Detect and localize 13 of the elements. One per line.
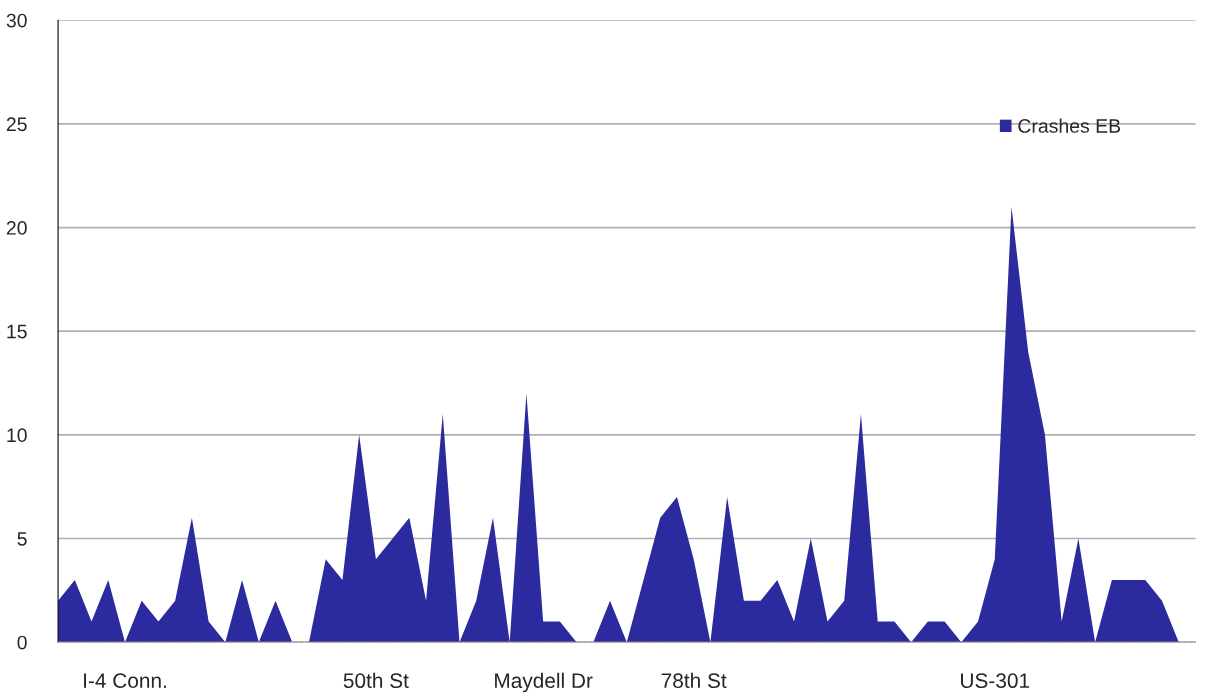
x-tick-label: Maydell Dr: [495, 672, 593, 693]
y-tick-label: 0: [17, 635, 27, 650]
x-tick-label: US-301: [961, 673, 1030, 689]
y-tick-label: 5: [17, 532, 27, 546]
x-tick-label: 50th St: [343, 672, 409, 689]
y-tick-label: 15: [7, 324, 27, 339]
y-tick-label: 25: [6, 117, 27, 132]
y-tick-label: 10: [7, 428, 27, 443]
x-tick-label: I-4 Conn.: [84, 673, 166, 689]
y-tick-label: 30: [6, 13, 27, 28]
legend-label: Crashes EB: [1018, 118, 1121, 133]
y-tick-label: 20: [6, 221, 27, 235]
x-tick-label: 78th St: [661, 672, 727, 689]
